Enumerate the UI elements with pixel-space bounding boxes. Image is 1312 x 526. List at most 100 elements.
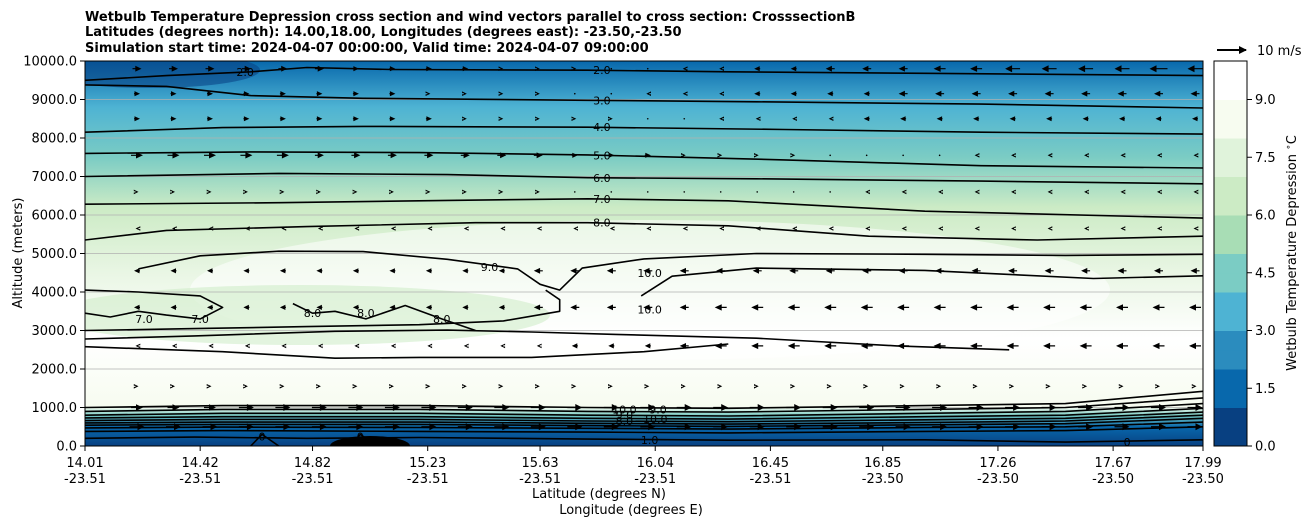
wind-vector (610, 92, 613, 95)
contour-label: 4.0 (593, 121, 611, 134)
contour-line (85, 151, 1203, 169)
x-tick-lon: -23.51 (407, 472, 449, 487)
y-tick-label: 9000.0 (32, 93, 78, 108)
wind-vector (1006, 304, 1019, 311)
wind-vector (498, 66, 504, 71)
wind-vector (281, 343, 287, 349)
x-tick-lat: 14.01 (66, 456, 103, 471)
wind-vector (1157, 153, 1162, 158)
contour-line (85, 198, 1203, 219)
contour-label: 2.0 (593, 64, 611, 77)
wind-vector (895, 423, 911, 431)
wind-vector (243, 268, 250, 274)
wind-vector (901, 226, 907, 231)
wind-vector (902, 154, 904, 157)
wind-vector (390, 343, 396, 349)
colorbar-band (1214, 272, 1247, 293)
wind-vector (172, 226, 177, 231)
moist-pocket (85, 285, 550, 345)
wind-vector (1114, 65, 1130, 73)
wind-vector (1082, 384, 1088, 389)
wind-vector (278, 65, 288, 72)
wind-vector (682, 91, 688, 96)
wind-vector (932, 404, 948, 411)
wind-vector (1157, 226, 1162, 231)
wind-vector (206, 189, 212, 195)
wind-vector (1009, 116, 1016, 122)
x-tick-lon: -23.51 (749, 472, 791, 487)
wind-vector (425, 268, 432, 274)
wind-vector (936, 116, 943, 122)
wind-vector (207, 268, 213, 274)
wind-vector (243, 384, 248, 389)
wind-vector (968, 404, 984, 411)
contour-line (85, 411, 1203, 423)
wind-vector (204, 404, 216, 411)
wind-vector (751, 304, 764, 311)
contour-label: 0 (357, 430, 364, 443)
wind-vector (462, 268, 469, 274)
y-tick-label: 8000.0 (32, 132, 78, 147)
colorbar: 0.0 1.5 3.0 4.5 6.0 7.5 9.0 Wetbulb Temperatur… (1213, 60, 1300, 455)
wind-vector (752, 267, 762, 274)
quiver-key: 10 m/s (1217, 44, 1302, 59)
colorbar-band (1214, 99, 1247, 120)
wind-vector (316, 116, 323, 122)
wind-vector (462, 91, 467, 96)
wind-vector (314, 152, 324, 159)
wind-vector (462, 304, 469, 310)
moist-top-patch (85, 61, 260, 88)
wind-vector (202, 423, 218, 431)
y-tick-label: 4000.0 (32, 286, 78, 301)
wind-vector (275, 404, 291, 411)
wind-vector (789, 267, 799, 274)
contour-line (85, 221, 1203, 241)
wind-vector (787, 304, 800, 311)
wind-vector (425, 116, 432, 122)
wind-vector (1084, 189, 1089, 195)
wind-vector (860, 342, 873, 350)
x-tick-lon: -23.51 (179, 472, 221, 487)
wind-vector (1005, 65, 1021, 73)
wind-vector (719, 91, 724, 96)
wind-vector (244, 343, 250, 349)
wind-vector (462, 189, 467, 195)
wind-vector (1011, 153, 1016, 158)
contour-label: 8.0 (357, 307, 375, 320)
contour-line (85, 414, 1203, 425)
wind-vectors (129, 65, 1203, 431)
wind-vector (316, 384, 321, 389)
wind-vector (1190, 90, 1200, 97)
wind-vector (533, 267, 543, 274)
wind-vector (1192, 116, 1198, 122)
contour-line (85, 390, 1203, 410)
x-tick-lat: 15.23 (409, 456, 446, 471)
wind-vector (571, 66, 577, 71)
wind-vector (460, 152, 470, 159)
wind-vector (609, 226, 615, 231)
wind-vector (1187, 65, 1203, 73)
wind-vector (1078, 404, 1094, 411)
contour-label: 10.0 (637, 267, 662, 280)
contour-line (640, 267, 1203, 297)
colorbar-ticks: 0.0 1.5 3.0 4.5 6.0 7.5 9.0 (1247, 93, 1276, 455)
x-tick-lon: -23.51 (292, 472, 334, 487)
wind-vector (169, 65, 178, 72)
wind-vector (754, 91, 761, 97)
wind-vector (498, 304, 505, 310)
wind-vector (535, 66, 540, 71)
wind-vector (316, 268, 323, 274)
x-tick-lat: 17.67 (1095, 456, 1132, 471)
plot-area: 2.0 2.03.04.05.06.07.08.09.0 10.010.07.0 7.… (84, 60, 1204, 447)
wind-vector (536, 343, 542, 349)
wind-vector (463, 226, 469, 231)
wind-vector (573, 92, 576, 95)
wind-vector (603, 404, 619, 411)
colorbar-band (1214, 234, 1247, 254)
wind-vector (389, 304, 396, 310)
wind-vector (640, 423, 656, 431)
wind-vector (1151, 404, 1166, 411)
y-tick-label: 7000.0 (32, 170, 78, 185)
wind-vector (243, 304, 250, 310)
